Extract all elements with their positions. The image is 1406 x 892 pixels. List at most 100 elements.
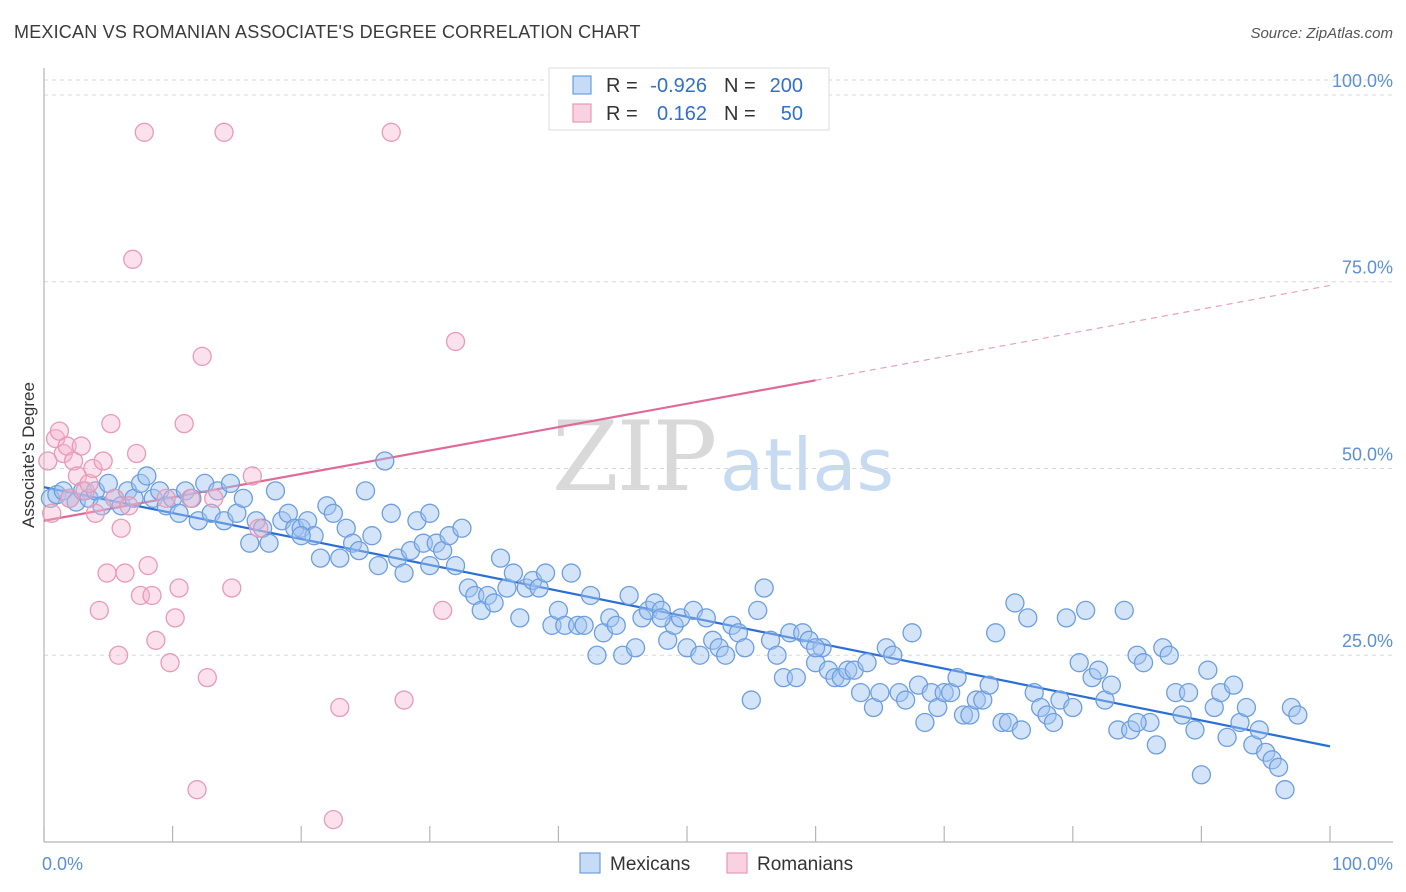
point-romanians-0 — [38, 451, 58, 471]
point-mexicans-2 — [53, 481, 73, 501]
point-mexicans-95 — [651, 600, 671, 621]
point-mexicans-189 — [1256, 742, 1276, 763]
point-mexicans-124 — [838, 660, 858, 680]
point-mexicans-130 — [876, 638, 896, 658]
point-mexicans-104 — [709, 638, 729, 658]
watermark: ZIP atlas — [552, 401, 894, 513]
point-mexicans-43 — [317, 496, 337, 516]
point-romanians-22 — [119, 496, 139, 516]
legend-n-value-mexicans: 200 — [770, 75, 803, 97]
point-mexicans-28 — [220, 473, 241, 494]
point-mexicans-48 — [349, 540, 369, 561]
y-tick-label-50: 50.0% — [1342, 444, 1393, 464]
point-mexicans-172 — [1146, 735, 1167, 755]
point-romanians-24 — [126, 443, 147, 464]
point-romanians-44 — [323, 809, 344, 830]
point-mexicans-68 — [478, 585, 498, 606]
point-mexicans-84 — [580, 585, 601, 606]
point-mexicans-155 — [1037, 705, 1057, 725]
point-mexicans-53 — [381, 503, 401, 523]
point-mexicans-160 — [1069, 653, 1089, 673]
point-romanians-15 — [93, 451, 113, 471]
point-mexicans-15 — [137, 466, 157, 486]
point-mexicans-167 — [1114, 600, 1134, 621]
point-mexicans-197 — [420, 503, 440, 523]
point-mexicans-113 — [767, 645, 787, 665]
point-romanians-45 — [330, 697, 350, 718]
point-romanians-49 — [445, 331, 466, 352]
point-romanians-48 — [433, 600, 453, 621]
point-mexicans-52 — [375, 451, 395, 471]
stats-legend: R = -0.926 N = 200 R = 0.162 N = 50 — [548, 67, 830, 131]
point-mexicans-142 — [953, 705, 974, 725]
point-romanians-35 — [180, 488, 201, 509]
y-tick-label-25: 25.0% — [1342, 631, 1393, 651]
x-tick-max: 100.0% — [1332, 854, 1393, 874]
point-mexicans-108 — [735, 638, 755, 658]
point-mexicans-87 — [600, 608, 620, 628]
point-mexicans-44 — [323, 503, 344, 523]
y-tick-label-100: 100.0% — [1332, 71, 1393, 91]
point-mexicans-73 — [510, 608, 530, 628]
point-mexicans-188 — [1249, 720, 1269, 740]
point-mexicans-147 — [985, 623, 1006, 643]
point-mexicans-191 — [1268, 757, 1289, 777]
point-romanians-23 — [123, 249, 143, 269]
point-mexicans-14 — [130, 473, 151, 494]
point-romanians-3 — [49, 421, 70, 441]
point-mexicans-144 — [966, 690, 986, 710]
x-tick-min: 0.0% — [42, 854, 83, 874]
point-mexicans-173 — [1153, 638, 1173, 658]
legend-n-label-romanians: N = — [724, 103, 756, 125]
point-mexicans-190 — [1262, 750, 1282, 770]
point-romanians-47 — [394, 690, 414, 710]
point-mexicans-193 — [1281, 697, 1302, 718]
point-mexicans-88 — [606, 615, 626, 636]
point-mexicans-148 — [992, 712, 1012, 733]
point-romanians-31 — [160, 653, 180, 673]
point-mexicans-70 — [490, 548, 511, 568]
point-mexicans-81 — [561, 563, 581, 583]
point-romanians-21 — [115, 563, 135, 583]
point-romanians-30 — [156, 488, 176, 509]
point-mexicans-176 — [1172, 705, 1192, 725]
point-mexicans-31 — [240, 533, 260, 553]
point-mexicans-126 — [850, 682, 871, 703]
point-mexicans-196 — [651, 608, 671, 628]
point-romanians-41 — [222, 578, 242, 598]
point-romanians-13 — [85, 503, 106, 523]
bottom-legend-mexicans: Mexicans — [610, 854, 690, 875]
legend-n-value-romanians: 50 — [781, 103, 803, 125]
point-mexicans-163 — [1088, 660, 1109, 680]
point-romanians-1 — [42, 503, 62, 523]
point-mexicans-159 — [1063, 697, 1083, 718]
trendline-romanians — [43, 379, 816, 522]
point-mexicans-177 — [1178, 682, 1199, 703]
point-mexicans-170 — [1133, 653, 1154, 673]
point-mexicans-199 — [1127, 712, 1147, 733]
legend-r-label-mexicans: R = — [606, 75, 638, 97]
point-mexicans-91 — [625, 638, 646, 658]
point-mexicans-180 — [1198, 660, 1218, 680]
point-mexicans-105 — [715, 645, 736, 665]
point-mexicans-90 — [619, 585, 639, 606]
watermark-atlas: atlas — [720, 423, 894, 507]
point-romanians-29 — [146, 630, 166, 650]
point-mexicans-34 — [259, 533, 279, 553]
point-romanians-19 — [108, 645, 129, 665]
legend-r-value-romanians: 0.162 — [657, 103, 707, 125]
point-mexicans-136 — [915, 712, 935, 733]
point-mexicans-134 — [902, 623, 922, 643]
point-mexicans-106 — [722, 615, 742, 636]
point-mexicans-152 — [1018, 608, 1038, 628]
point-romanians-8 — [67, 466, 88, 486]
point-mexicans-101 — [690, 645, 710, 665]
point-mexicans-146 — [979, 675, 999, 695]
axes — [43, 68, 1393, 843]
point-mexicans-64 — [452, 518, 472, 538]
point-romanians-34 — [174, 413, 194, 434]
point-mexicans-129 — [870, 682, 890, 703]
point-romanians-26 — [134, 122, 154, 142]
gridlines — [44, 79, 1393, 656]
